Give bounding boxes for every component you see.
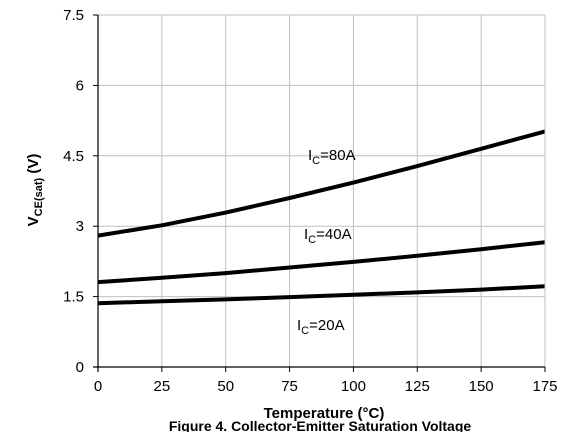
series-lines bbox=[97, 129, 546, 306]
y-tick-label: 6 bbox=[76, 77, 84, 94]
x-tick-label: 100 bbox=[341, 378, 366, 395]
x-tick-label: 50 bbox=[217, 378, 234, 395]
y-axis-title-subscript: CE(sat) bbox=[33, 177, 45, 216]
x-tick-label: 75 bbox=[281, 378, 298, 395]
figure-caption: Figure 4. Collector-Emitter Saturation V… bbox=[169, 418, 472, 432]
y-axis-title-main: V bbox=[25, 216, 42, 226]
y-axis-title-unit: (V) bbox=[25, 154, 42, 178]
x-tick-labels: 0 25 50 75 100 125 150 175 bbox=[94, 378, 558, 395]
y-tick-label: 3 bbox=[76, 218, 84, 235]
series-line-2 bbox=[97, 240, 546, 285]
y-tick-label: 1.5 bbox=[63, 289, 84, 306]
x-tick-label: 150 bbox=[469, 378, 494, 395]
y-tick-labels: 0 1.5 3 4.5 6 7.5 bbox=[63, 7, 84, 376]
x-tick-label: 175 bbox=[532, 378, 557, 395]
series-labels: IC=80A IC=40A IC=20A bbox=[297, 147, 356, 337]
series-line-1 bbox=[97, 129, 546, 238]
series-label-2: IC=40A bbox=[304, 226, 352, 246]
y-tick-label: 0 bbox=[76, 359, 84, 376]
series-label-3: IC=20A bbox=[297, 317, 345, 337]
series-line-3 bbox=[97, 284, 546, 306]
x-axis-title: Temperature (°C) bbox=[264, 405, 385, 422]
y-tick-label: 7.5 bbox=[63, 7, 84, 24]
x-tick-label: 125 bbox=[405, 378, 430, 395]
series-label-1: IC=80A bbox=[308, 147, 356, 167]
axes bbox=[93, 14, 546, 372]
x-tick-label: 25 bbox=[154, 378, 171, 395]
y-axis-title: VCE(sat) (V) bbox=[25, 154, 45, 227]
y-tick-label: 4.5 bbox=[63, 148, 84, 165]
x-tick-label: 0 bbox=[94, 378, 102, 395]
